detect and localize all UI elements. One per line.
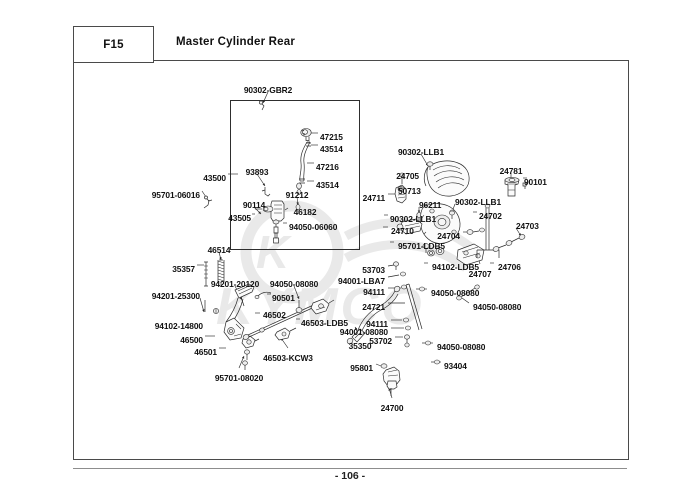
part-number-label[interactable]: 24721 bbox=[362, 302, 385, 312]
part-number-label[interactable]: 43500 bbox=[203, 173, 226, 183]
part-number-label[interactable]: 94050-08080 bbox=[269, 279, 319, 289]
part-number-label[interactable]: 35357 bbox=[172, 264, 195, 274]
part-number-label[interactable]: 46514 bbox=[207, 245, 231, 255]
part-number-label[interactable]: 96211 bbox=[419, 200, 442, 210]
part-number-label[interactable]: 90302-LLB1 bbox=[397, 147, 445, 157]
part-number-label[interactable]: 90302-LLB1 bbox=[390, 214, 437, 224]
part-number-label[interactable]: 94050-08080 bbox=[437, 342, 486, 352]
part-number-label[interactable]: 94050-08080 bbox=[473, 302, 522, 312]
part-number-label[interactable]: 24702 bbox=[479, 211, 502, 221]
part-number-label[interactable]: 93404 bbox=[444, 361, 467, 371]
part-number-label[interactable]: 90101 bbox=[524, 177, 547, 187]
part-number-label[interactable]: 94050-06060 bbox=[289, 222, 338, 232]
part-number-label[interactable]: 24700 bbox=[380, 403, 404, 413]
section-code: F15 bbox=[103, 38, 124, 51]
part-number-label[interactable]: 95701-08020 bbox=[214, 373, 264, 383]
part-number-label[interactable]: 46502 bbox=[263, 310, 286, 320]
page-number: - 106 - bbox=[334, 470, 366, 482]
part-number-label[interactable]: 90114 bbox=[242, 200, 266, 210]
part-number-label[interactable]: 24706 bbox=[498, 262, 521, 272]
part-number-label[interactable]: 47215 bbox=[320, 132, 343, 142]
part-number-label[interactable]: 43514 bbox=[320, 144, 343, 154]
part-number-label[interactable]: 46500 bbox=[180, 335, 203, 345]
part-number-label[interactable]: 93893 bbox=[245, 167, 269, 177]
part-number-label[interactable]: 94102-14800 bbox=[154, 321, 203, 331]
part-number-label[interactable]: 90302-GBR2 bbox=[243, 85, 293, 95]
part-number-label[interactable]: 24704 bbox=[437, 231, 460, 241]
part-number-label[interactable]: 90302-LLB1 bbox=[455, 197, 502, 207]
part-number-label[interactable]: 94201-20120 bbox=[210, 279, 260, 289]
part-number-label[interactable]: 46503-KCW3 bbox=[263, 353, 313, 363]
part-number-label[interactable]: 94001-LBA7 bbox=[338, 276, 385, 286]
part-number-label[interactable]: 24705 bbox=[396, 171, 419, 181]
part-number-label[interactable]: 43514 bbox=[316, 180, 339, 190]
part-number-label[interactable]: 47216 bbox=[316, 162, 339, 172]
part-number-label[interactable]: 53702 bbox=[369, 336, 392, 346]
part-number-label[interactable]: 90501 bbox=[272, 293, 295, 303]
part-number-label[interactable]: 95701-06016 bbox=[151, 190, 200, 200]
part-number-label[interactable]: 94050-08080 bbox=[431, 288, 480, 298]
section-code-cell: F15 bbox=[73, 26, 154, 63]
part-number-label[interactable]: 24707 bbox=[468, 269, 492, 279]
part-number-label[interactable]: 24703 bbox=[516, 221, 539, 231]
part-number-label[interactable]: 35350 bbox=[348, 341, 372, 351]
part-number-label[interactable]: 43505 bbox=[228, 213, 251, 223]
part-number-label[interactable]: 46182 bbox=[293, 207, 317, 217]
part-number-label[interactable]: 24710 bbox=[391, 226, 414, 236]
part-number-label[interactable]: 91212 bbox=[285, 190, 309, 200]
part-number-label[interactable]: 50713 bbox=[398, 186, 421, 196]
part-number-label[interactable]: 95701-LDB5 bbox=[398, 241, 445, 251]
part-number-label[interactable]: 94111 bbox=[363, 287, 385, 297]
part-number-label[interactable]: 95801 bbox=[350, 363, 373, 373]
part-number-label[interactable]: 24781 bbox=[499, 166, 523, 176]
part-number-label[interactable]: 24711 bbox=[362, 193, 385, 203]
diagram-frame bbox=[73, 60, 629, 460]
part-number-label[interactable]: 46503-LDB5 bbox=[301, 318, 348, 328]
part-number-label[interactable]: 46501 bbox=[194, 347, 217, 357]
page-title: Master Cylinder Rear bbox=[176, 36, 296, 48]
part-number-label[interactable]: 94201-25300 bbox=[151, 291, 200, 301]
part-number-label[interactable]: 53703 bbox=[362, 265, 385, 275]
footer-divider bbox=[73, 468, 627, 469]
